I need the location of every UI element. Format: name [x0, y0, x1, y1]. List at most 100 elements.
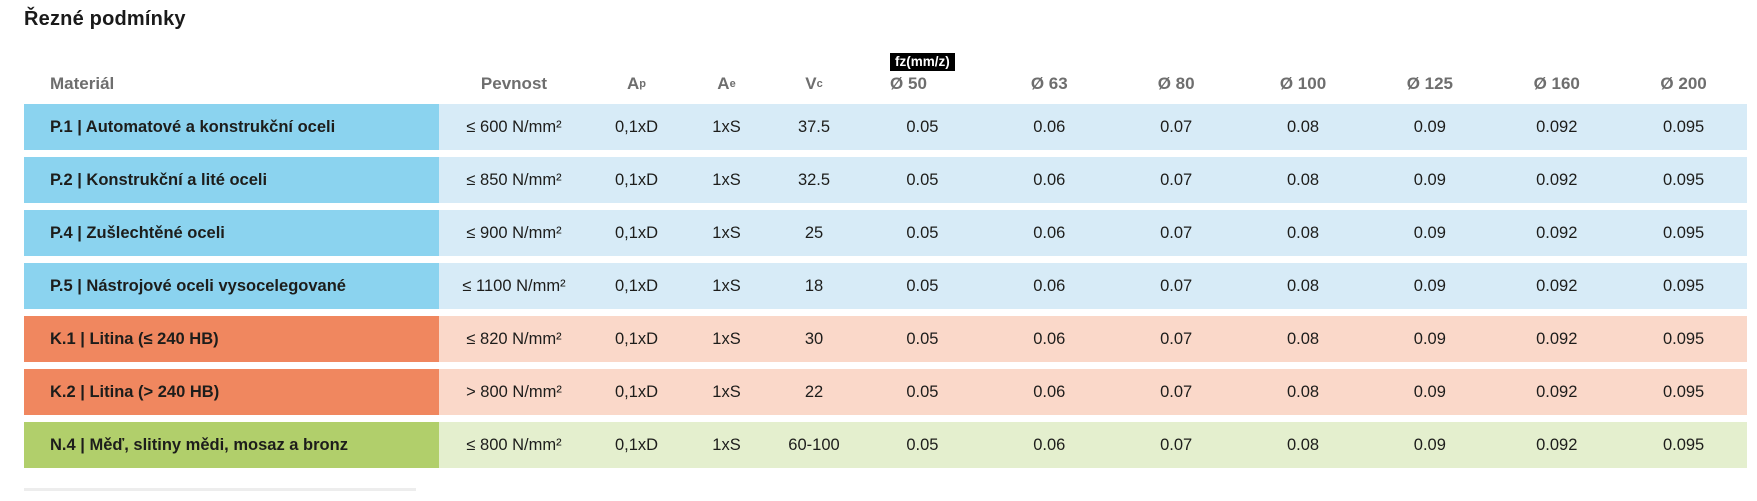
fz-cell: 0.095	[1620, 422, 1748, 468]
table-row: P.1 | Automatové a konstrukční oceli ≤ 60…	[24, 104, 1748, 150]
fz-cell: 0.092	[1493, 157, 1621, 203]
fz-cell: 0.09	[1366, 104, 1494, 150]
fz-cell: 0.06	[985, 422, 1113, 468]
fz-cell: 0.06	[985, 210, 1113, 256]
ap-cell: 0,1xD	[589, 369, 684, 415]
table-row: N.4 | Měď, slitiny mědi, mosaz a bronz ≤ …	[24, 422, 1748, 468]
fz-cell: 0.095	[1620, 210, 1748, 256]
pevnost-cell: ≤ 800 N/mm²	[439, 422, 589, 468]
diameter-50-header-group: fz(mm/z) Ø 50	[890, 53, 955, 94]
ae-cell: 1xS	[684, 157, 769, 203]
fz-cell: 0.05	[859, 263, 986, 309]
material-cell: P.1 | Automatové a konstrukční oceli	[24, 104, 439, 150]
fz-cell: 0.08	[1239, 369, 1367, 415]
fz-unit-badge: fz(mm/z)	[890, 53, 955, 71]
fz-cell: 0.09	[1366, 369, 1494, 415]
ae-cell: 1xS	[684, 369, 769, 415]
fz-cell: 0.08	[1239, 316, 1367, 362]
fz-cell: 0.06	[985, 369, 1113, 415]
fz-cell: 0.05	[859, 316, 986, 362]
fz-cell: 0.05	[859, 422, 986, 468]
pevnost-cell: ≤ 900 N/mm²	[439, 210, 589, 256]
next-row-partial-edge	[24, 488, 416, 491]
ae-cell: 1xS	[684, 104, 769, 150]
table-row: K.2 | Litina (> 240 HB) > 800 N/mm² 0,1xD 1…	[24, 369, 1748, 415]
col-header-diameter-80: Ø 80	[1157, 74, 1195, 93]
vc-cell: 22	[769, 369, 859, 415]
fz-cell: 0.07	[1112, 104, 1240, 150]
fz-cell: 0.08	[1239, 157, 1367, 203]
vc-cell: 30	[769, 316, 859, 362]
fz-cell: 0.092	[1493, 210, 1621, 256]
diameter-label: Ø 50	[890, 74, 927, 93]
ae-cell: 1xS	[684, 422, 769, 468]
fz-cell: 0.08	[1239, 104, 1367, 150]
fz-cell: 0.07	[1112, 263, 1240, 309]
col-header-material: Materiál	[50, 74, 115, 93]
ap-cell: 0,1xD	[589, 157, 684, 203]
ae-cell: 1xS	[684, 210, 769, 256]
table-row: P.4 | Zušlechtěné oceli ≤ 900 N/mm² 0,1xD 1…	[24, 210, 1748, 256]
ap-cell: 0,1xD	[589, 422, 684, 468]
material-cell: P.4 | Zušlechtěné oceli	[24, 210, 439, 256]
pevnost-cell: ≤ 820 N/mm²	[439, 316, 589, 362]
material-cell: N.4 | Měď, slitiny mědi, mosaz a bronz	[24, 422, 439, 468]
material-cell: P.5 | Nástrojové oceli vysocelegované	[24, 263, 439, 309]
fz-cell: 0.092	[1493, 369, 1621, 415]
fz-cell: 0.092	[1493, 104, 1621, 150]
material-cell: K.1 | Litina (≤ 240 HB)	[24, 316, 439, 362]
col-header-diameter-50: fz(mm/z) Ø 50	[859, 53, 986, 94]
fz-cell: 0.095	[1620, 316, 1748, 362]
pevnost-cell: ≤ 600 N/mm²	[439, 104, 589, 150]
fz-cell: 0.07	[1112, 157, 1240, 203]
fz-cell: 0.08	[1239, 263, 1367, 309]
fz-cell: 0.09	[1366, 157, 1494, 203]
fz-cell: 0.05	[859, 369, 986, 415]
fz-cell: 0.09	[1366, 210, 1494, 256]
table-row: P.2 | Konstrukční a lité oceli ≤ 850 N/mm…	[24, 157, 1748, 203]
page-title: Řezné podmínky	[24, 8, 186, 30]
table-row: K.1 | Litina (≤ 240 HB) ≤ 820 N/mm² 0,1xD 1…	[24, 316, 1748, 362]
fz-cell: 0.06	[985, 157, 1113, 203]
col-header-diameter-63: Ø 63	[1030, 74, 1068, 93]
table-body: P.1 | Automatové a konstrukční oceli ≤ 60…	[24, 104, 1748, 468]
vc-cell: 37.5	[769, 104, 859, 150]
pevnost-cell: > 800 N/mm²	[439, 369, 589, 415]
col-header-pevnost: Pevnost	[480, 74, 548, 93]
fz-cell: 0.09	[1366, 316, 1494, 362]
ap-cell: 0,1xD	[589, 210, 684, 256]
ae-cell: 1xS	[684, 316, 769, 362]
vc-cell: 25	[769, 210, 859, 256]
vc-cell: 60-100	[769, 422, 859, 468]
fz-cell: 0.095	[1620, 263, 1748, 309]
fz-cell: 0.06	[985, 104, 1113, 150]
fz-cell: 0.09	[1366, 263, 1494, 309]
fz-cell: 0.07	[1112, 210, 1240, 256]
fz-cell: 0.092	[1493, 263, 1621, 309]
fz-cell: 0.09	[1366, 422, 1494, 468]
fz-cell: 0.05	[859, 104, 986, 150]
pevnost-cell: ≤ 1100 N/mm²	[439, 263, 589, 309]
ap-cell: 0,1xD	[589, 316, 684, 362]
fz-cell: 0.06	[985, 263, 1113, 309]
fz-cell: 0.07	[1112, 422, 1240, 468]
vc-symbol: V	[805, 74, 817, 93]
col-header-diameter-160: Ø 160	[1533, 74, 1580, 93]
fz-cell: 0.08	[1239, 210, 1367, 256]
fz-cell: 0.07	[1112, 369, 1240, 415]
fz-cell: 0.05	[859, 157, 986, 203]
vc-cell: 18	[769, 263, 859, 309]
col-header-diameter-200: Ø 200	[1660, 74, 1707, 93]
fz-cell: 0.092	[1493, 422, 1621, 468]
table-row: P.5 | Nástrojové oceli vysocelegované ≤ 1…	[24, 263, 1748, 309]
vc-cell: 32.5	[769, 157, 859, 203]
fz-cell: 0.07	[1112, 316, 1240, 362]
ap-cell: 0,1xD	[589, 263, 684, 309]
fz-cell: 0.08	[1239, 422, 1367, 468]
ae-symbol: A	[717, 74, 730, 93]
